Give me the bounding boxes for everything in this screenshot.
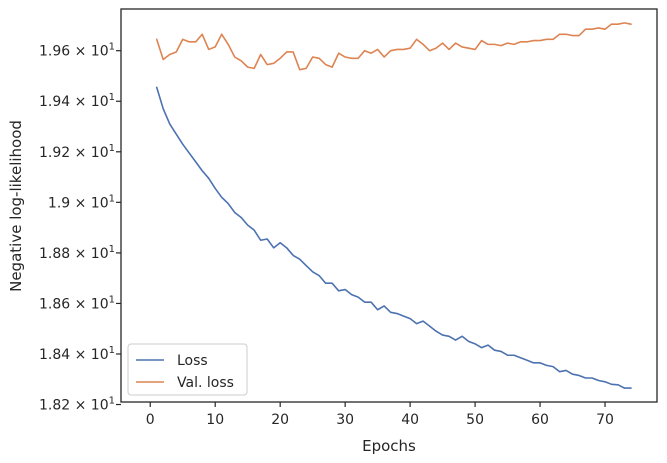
y-tick-exponent: 1: [109, 244, 115, 255]
y-tick-label: 1.86 × 101: [39, 294, 115, 312]
x-axis-label: Epochs: [362, 437, 416, 455]
x-tick-label: 0: [146, 412, 155, 428]
y-tick-exponent: 1: [109, 193, 115, 204]
series-line-val-loss: [155, 22, 632, 71]
y-tick-exponent: 1: [109, 294, 115, 305]
y-tick-base: × 10: [75, 246, 109, 262]
legend-label: Loss: [177, 353, 208, 369]
series-line-loss: [155, 86, 632, 389]
y-tick-mantissa: 1.88: [39, 246, 75, 262]
y-tick-exponent: 1: [109, 143, 115, 154]
y-tick-label: 1.88 × 101: [39, 244, 115, 262]
y-tick-label: 1.92 × 101: [39, 143, 115, 161]
y-tick-mantissa: 1.92: [39, 145, 75, 161]
y-tick-mantissa: 1.82: [39, 398, 75, 414]
x-tick-label: 30: [336, 412, 354, 428]
y-tick-base: × 10: [75, 398, 109, 414]
y-tick-base: × 10: [75, 195, 109, 211]
y-tick-label: 1.82 × 101: [39, 396, 115, 414]
y-tick-base: × 10: [75, 145, 109, 161]
y-tick-label: 1.9 × 101: [48, 193, 115, 211]
y-tick-mantissa: 1.9: [48, 195, 75, 211]
y-tick-exponent: 1: [109, 92, 115, 103]
legend: Loss Val. loss: [127, 343, 248, 396]
x-tick-label: 70: [596, 412, 614, 428]
legend-label: Val. loss: [177, 375, 234, 391]
y-tick-exponent: 1: [109, 396, 115, 407]
y-tick-label: 1.84 × 101: [39, 345, 115, 363]
y-tick-exponent: 1: [109, 42, 115, 53]
y-tick-label: 1.94 × 101: [39, 92, 115, 110]
x-tick-label: 40: [401, 412, 419, 428]
y-tick-base: × 10: [75, 44, 109, 60]
y-tick-mantissa: 1.96: [39, 44, 75, 60]
x-axis-ticks: 0 10 20 30 40 50 60 70: [146, 402, 614, 428]
y-tick-exponent: 1: [109, 345, 115, 356]
y-tick-mantissa: 1.84: [39, 347, 75, 363]
series-lines: [155, 22, 632, 389]
x-tick-label: 60: [531, 412, 549, 428]
y-tick-base: × 10: [75, 347, 109, 363]
x-tick-label: 20: [271, 412, 289, 428]
y-axis-label: Negative log-likelihood: [7, 120, 25, 292]
x-tick-label: 50: [466, 412, 484, 428]
y-tick-base: × 10: [75, 296, 109, 312]
y-tick-base: × 10: [75, 94, 109, 110]
plot-frame: [120, 8, 658, 403]
y-tick-mantissa: 1.94: [39, 94, 75, 110]
x-tick-label: 10: [206, 412, 224, 428]
y-tick-label: 1.96 × 101: [39, 42, 115, 60]
y-tick-mantissa: 1.86: [39, 296, 75, 312]
